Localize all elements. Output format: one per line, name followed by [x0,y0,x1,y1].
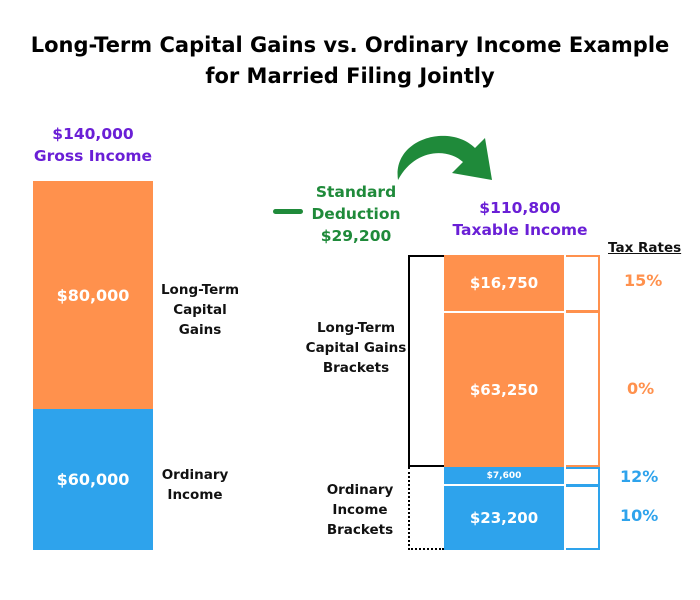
ltcg-label-line: Capital [173,302,227,318]
ordinary-brackets-line: Income [332,502,388,518]
bar-divider [444,484,564,486]
ordinary-brackets-line: Brackets [326,522,394,538]
ordinary-gross-value: $60,000 [56,470,130,489]
ordinary-label-line: Income [167,487,223,503]
standard-deduction: Standard Deduction $29,200 [301,181,411,247]
ordinary-12-bracket-bar: $7,600 [444,467,564,484]
ordinary-bracket-line [408,467,444,550]
rate-bracket-10 [566,485,600,550]
rate-bracket-15 [566,255,600,312]
ltcg-gross-bar: $80,000 [33,181,153,409]
deduction-line-1: Standard [315,183,397,201]
gross-income-label: $140,000 Gross Income [33,123,153,167]
ltcg-brackets-line: Brackets [322,360,390,376]
rate-0: 0% [627,379,655,398]
rate-10: 10% [620,506,659,525]
ordinary-income-label: Ordinary Income [145,465,245,505]
ordinary-brackets-line: Ordinary [326,482,394,498]
taxable-income-label: $110,800 Taxable Income [430,197,610,241]
rate-15: 15% [624,271,663,290]
ltcg-brackets-label: Long-Term Capital Gains Brackets [296,318,416,378]
ordinary-12-value: $7,600 [486,470,522,481]
ltcg-label-line: Long-Term [160,282,240,298]
ordinary-10-value: $23,200 [469,509,539,527]
curved-arrow-icon [397,135,492,180]
ltcg-gross-value: $80,000 [56,285,130,305]
ltcg-15-bracket-bar: $16,750 [444,255,564,311]
ltcg-0-bracket-bar: $63,250 [444,313,564,467]
ltcg-brackets-line: Long-Term [316,320,396,336]
taxable-income-text: Taxable Income [452,221,588,239]
title-line-2: for Married Filing Jointly [205,64,495,88]
title-line-1: Long-Term Capital Gains vs. Ordinary Inc… [30,33,670,57]
rate-bracket-0 [566,311,600,467]
ltcg-brackets-line: Capital Gains [305,340,407,356]
ordinary-gross-bar: $60,000 [33,409,153,550]
bar-divider [444,311,564,313]
ltcg-0-value: $63,250 [469,381,539,399]
deduction-amount: $29,200 [320,227,392,245]
rate-12: 12% [620,467,659,486]
ltcg-label: Long-Term Capital Gains [150,280,250,340]
ltcg-15-value: $16,750 [469,274,539,292]
tax-rates-header: Tax Rates [608,240,682,256]
gross-income-text: Gross Income [33,147,153,165]
minus-sign-icon [273,209,303,214]
ordinary-10-bracket-bar: $23,200 [444,486,564,550]
taxable-income-amount: $110,800 [479,199,561,217]
deduction-line-2: Deduction [311,205,401,223]
ltcg-bracket-line [408,255,444,467]
page-title: Long-Term Capital Gains vs. Ordinary Inc… [0,30,700,92]
rate-bracket-12 [566,467,600,486]
ordinary-brackets-label: Ordinary Income Brackets [300,480,420,540]
gross-income-amount: $140,000 [52,125,134,143]
ordinary-label-line: Ordinary [161,467,229,483]
ltcg-label-line: Gains [178,322,222,338]
